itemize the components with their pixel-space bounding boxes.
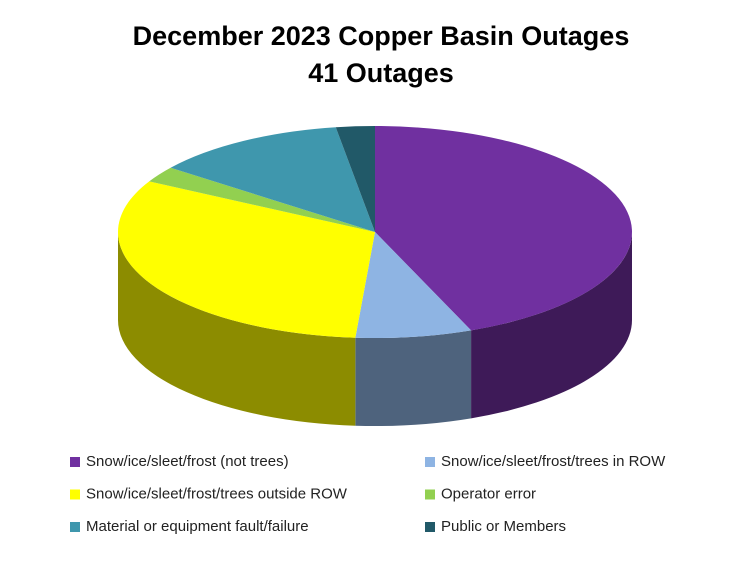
legend-swatch: [70, 489, 80, 500]
pie-side: [355, 330, 472, 426]
pie-slice: [118, 181, 376, 338]
pie-side: [471, 232, 632, 419]
legend-swatch: [70, 457, 80, 467]
pie-slice: [149, 167, 375, 232]
pie-slice: [375, 126, 632, 331]
pie-side: [118, 232, 356, 426]
legend-swatch: [425, 489, 435, 500]
legend-swatch: [70, 522, 80, 532]
legend-label: Public or Members: [441, 518, 566, 535]
pie-slice: [355, 232, 472, 338]
legend-label: Operator error: [441, 485, 536, 502]
chart-subtitle: 41 Outages: [308, 58, 454, 88]
chart-title: December 2023 Copper Basin Outages: [133, 21, 630, 51]
legend-label: Snow/ice/sleet/frost/trees outside ROW: [86, 485, 348, 502]
pie-slice: [170, 127, 375, 232]
legend-swatch: [425, 457, 435, 467]
legend-label: Snow/ice/sleet/frost (not trees): [86, 453, 289, 470]
pie: [118, 126, 632, 426]
legend-swatch: [425, 522, 435, 532]
legend-label: Material or equipment fault/failure: [86, 518, 309, 535]
legend: Snow/ice/sleet/frost (not trees) Snow/ice…: [70, 453, 666, 535]
pie-slice: [335, 126, 375, 232]
legend-label: Snow/ice/sleet/frost/trees in ROW: [441, 453, 666, 470]
